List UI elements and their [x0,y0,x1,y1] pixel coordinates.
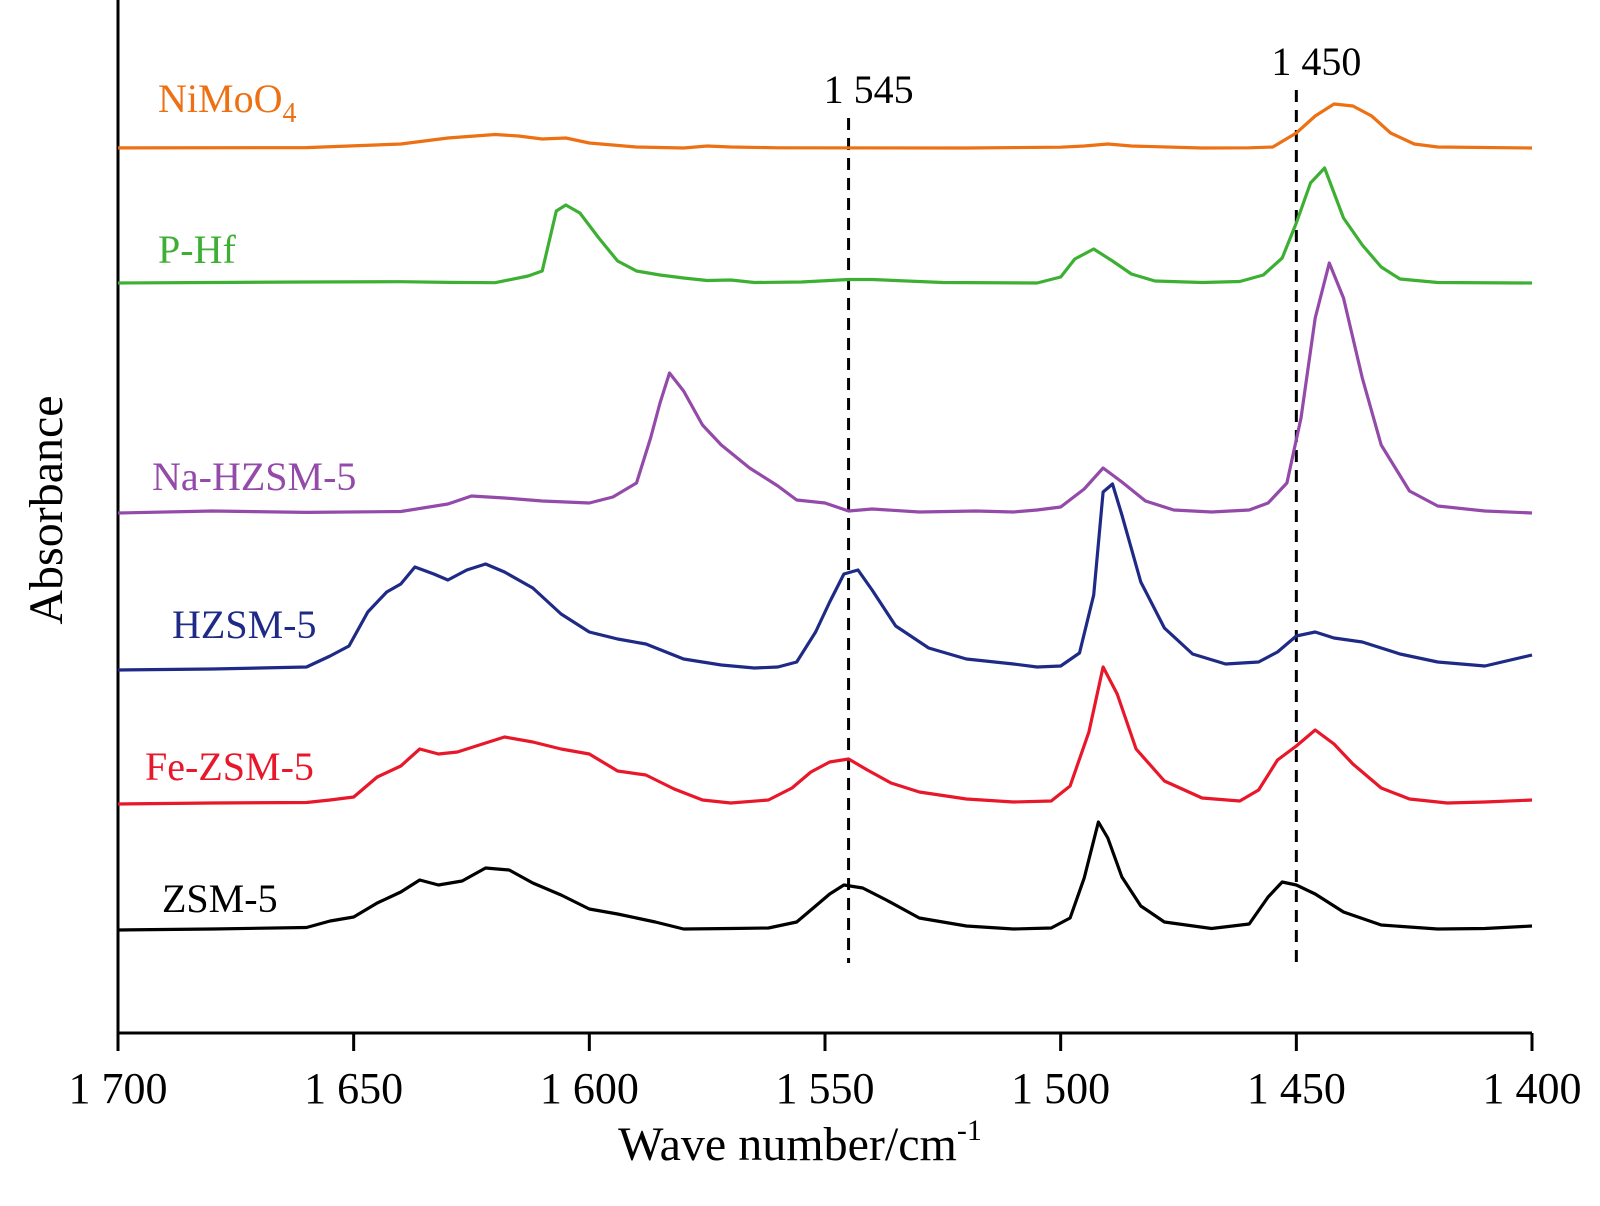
x-tick-label: 1 550 [776,1064,875,1113]
series-label-text: HZSM-5 [172,602,316,647]
series-label-subscript: 4 [282,98,296,129]
series-label-text: Fe-ZSM-5 [145,744,314,789]
series-label: HZSM-5 [172,602,316,647]
x-tick-label: 1 450 [1247,1064,1346,1113]
x-axis-title-text: Wave number/cm [618,1118,957,1171]
x-axis-title: Wave number/cm-1 [618,1114,982,1171]
series-label: P-Hf [158,227,236,272]
axes [116,0,1532,1035]
reference-line-label: 1 545 [824,67,914,112]
x-tick-label: 1 600 [540,1064,639,1113]
reference-line-label: 1 450 [1271,39,1361,84]
x-ticks: 1 700 1 650 1 600 1 550 1 500 1 450 1 400 [69,1033,1582,1113]
reference-lines: 1 545 1 450 [824,39,1361,963]
series-line-nimoo [117,102,1533,150]
series-label: ZSM-5 [162,876,278,921]
x-tick-label: 1 700 [69,1064,168,1113]
series-label: Na-HZSM-5 [152,454,356,499]
series-line-zsm-5 [117,820,1533,932]
series-label-text: Na-HZSM-5 [152,454,356,499]
x-axis-title-superscript: -1 [957,1114,982,1147]
series-label: NiMoO4 [158,76,296,129]
y-axis-title: Absorbance [20,395,73,624]
x-tick-label: 1 400 [1483,1064,1582,1113]
series-labels: NiMoO4 P-Hf Na-HZSM-5 HZSM-5 Fe-ZSM-5 ZSM-5 [145,76,356,921]
series-line-fe-zsm-5 [117,665,1533,806]
series-line-hzsm-5 [117,482,1533,672]
series-label: Fe-ZSM-5 [145,744,314,789]
series-label-text: ZSM-5 [162,876,278,921]
series-line-p-hf [117,166,1533,285]
series-line-na-hzsm-5 [117,261,1533,515]
x-tick-label: 1 650 [304,1064,403,1113]
spectra [117,102,1533,932]
series-label-text: P-Hf [158,227,236,272]
series-label-text: NiMoO [158,76,282,121]
x-tick-label: 1 500 [1011,1064,1110,1113]
